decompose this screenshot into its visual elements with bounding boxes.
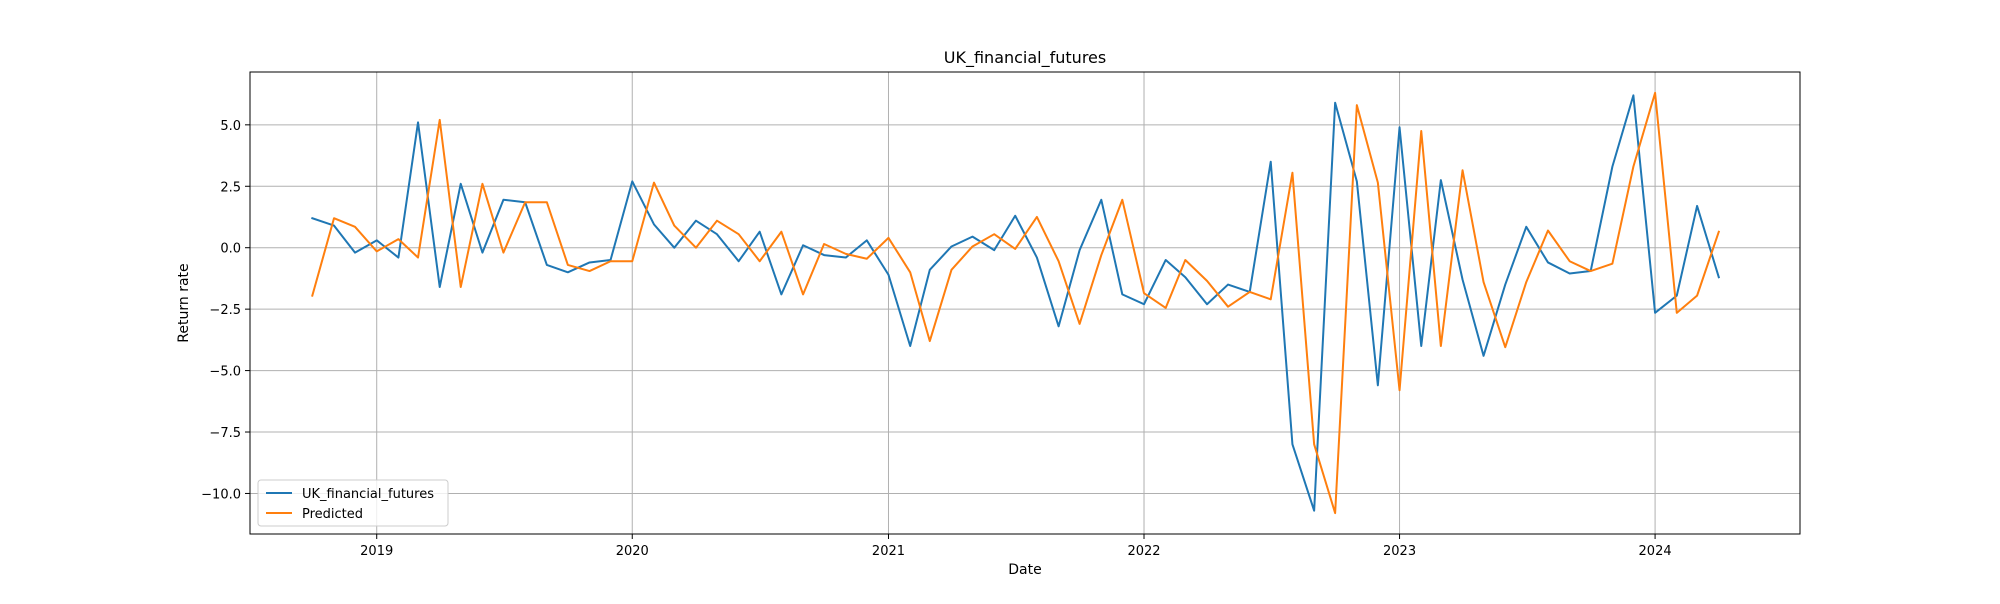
legend-label-predicted: Predicted <box>302 507 363 522</box>
plot-frame <box>249 71 1801 535</box>
x-tick-label-2023: 2023 <box>1383 544 1416 559</box>
chart-title: UK_financial_futures <box>944 48 1106 68</box>
y-tick-label-neg2p5: −2.5 <box>209 303 241 318</box>
x-axis-label: Date <box>1008 562 1041 578</box>
series-line-predicted <box>311 91 1721 515</box>
x-tick-label-2024: 2024 <box>1639 544 1672 559</box>
legend: UK_financial_futures Predicted <box>257 479 449 527</box>
x-tick-label-2019: 2019 <box>360 544 393 559</box>
y-tick-label-2p5: 2.5 <box>220 180 241 195</box>
y-tick-label-neg5: −5.0 <box>209 365 241 380</box>
tick-layer: 2019 2020 2021 2022 2023 2024 5.0 2.5 0.0 −2.5 −5.… <box>201 119 1671 559</box>
y-tick-label-5: 5.0 <box>220 119 241 134</box>
y-axis-label: Return rate <box>176 263 192 342</box>
series-line-uk-financial-futures <box>311 94 1721 512</box>
x-tick-label-2022: 2022 <box>1127 544 1160 559</box>
legend-box <box>257 479 449 527</box>
x-tick-label-2021: 2021 <box>872 544 905 559</box>
legend-label-uk-financial-futures: UK_financial_futures <box>302 487 434 502</box>
x-tick-label-2020: 2020 <box>616 544 649 559</box>
grid-layer <box>250 72 1800 534</box>
y-tick-label-neg7p5: −7.5 <box>209 426 241 441</box>
y-tick-label-neg10: −10.0 <box>201 487 241 502</box>
series-layer <box>311 91 1721 515</box>
y-tick-label-0: 0.0 <box>220 242 241 257</box>
